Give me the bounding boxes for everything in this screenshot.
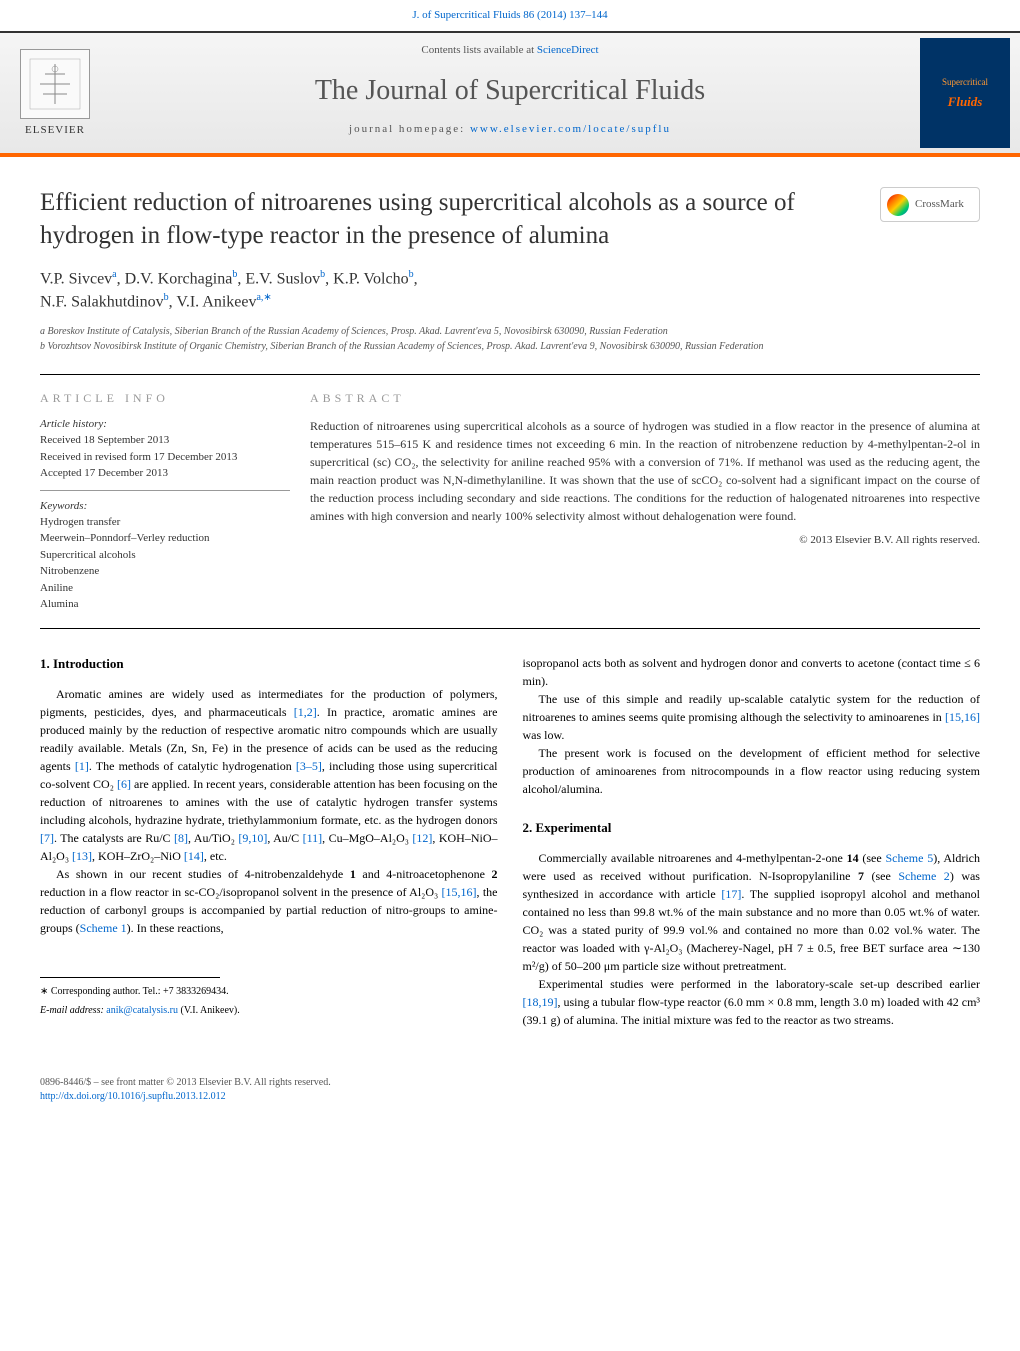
crossmark-label: CrossMark [915, 197, 964, 212]
ref-link[interactable]: [3–5] [296, 759, 322, 773]
intro-paragraph-1: Aromatic amines are widely used as inter… [40, 685, 498, 865]
abstract-block: ABSTRACT Reduction of nitroarenes using … [310, 390, 980, 613]
history-label: Article history: [40, 417, 290, 432]
right-column: isopropanol acts both as solvent and hyd… [523, 654, 981, 1030]
ref-link[interactable]: [14] [184, 849, 204, 863]
ref-link[interactable]: [11] [303, 831, 323, 845]
front-matter: 0896-8446/$ – see front matter © 2013 El… [40, 1076, 980, 1090]
keyword-5: Aniline [40, 580, 290, 597]
keyword-1: Hydrogen transfer [40, 514, 290, 531]
article-header: CrossMark Efficient reduction of nitroar… [0, 157, 1020, 373]
author-4: , K.P. Volcho [325, 271, 408, 288]
article-title: Efficient reduction of nitroarenes using… [40, 187, 980, 252]
journal-cover-thumbnail[interactable]: Supercritical Fluids [920, 38, 1010, 148]
col2-paragraph-2: The use of this simple and readily up-sc… [523, 690, 981, 744]
banner-center: Contents lists available at ScienceDirec… [110, 33, 910, 153]
affiliations: a Boreskov Institute of Catalysis, Siber… [40, 324, 980, 354]
cover-title: Fluids [948, 93, 983, 111]
author-6: , V.I. Anikeev [169, 293, 257, 310]
col2-paragraph-1: isopropanol acts both as solvent and hyd… [523, 654, 981, 690]
page-header-citation[interactable]: J. of Supercritical Fluids 86 (2014) 137… [0, 0, 1020, 31]
ref-link[interactable]: [1] [75, 759, 89, 773]
keyword-2: Meerwein–Ponndorf–Verley reduction [40, 530, 290, 547]
email-link[interactable]: anik@catalysis.ru [106, 1005, 178, 1016]
main-content: 1. Introduction Aromatic amines are wide… [0, 629, 1020, 1055]
ref-link[interactable]: [1,2] [294, 705, 317, 719]
keywords-label: Keywords: [40, 499, 290, 514]
author-5: N.F. Salakhutdinov [40, 293, 164, 310]
exp-paragraph-1: Commercially available nitroarenes and 4… [523, 849, 981, 975]
received-date: Received 18 September 2013 [40, 432, 290, 449]
article-history: Article history: Received 18 September 2… [40, 417, 290, 491]
keyword-6: Alumina [40, 596, 290, 613]
abstract-heading: ABSTRACT [310, 390, 980, 407]
author-2: , D.V. Korchagina [117, 271, 233, 288]
journal-banner: ELSEVIER Contents lists available at Sci… [0, 31, 1020, 157]
email-label: E-mail address: [40, 1005, 106, 1016]
intro-paragraph-2: As shown in our recent studies of 4-nitr… [40, 865, 498, 937]
abstract-copyright: © 2013 Elsevier B.V. All rights reserved… [310, 533, 980, 548]
email-line: E-mail address: anik@catalysis.ru (V.I. … [40, 1003, 498, 1018]
ref-link[interactable]: [6] [117, 777, 131, 791]
crossmark-badge[interactable]: CrossMark [880, 187, 980, 222]
contents-line: Contents lists available at ScienceDirec… [110, 43, 910, 58]
page-footer: 0896-8446/$ – see front matter © 2013 El… [0, 1054, 1020, 1124]
ref-link[interactable]: [15,16] [442, 885, 477, 899]
footer-divider [40, 977, 220, 978]
article-info-heading: ARTICLE INFO [40, 390, 290, 407]
left-column: 1. Introduction Aromatic amines are wide… [40, 654, 498, 1030]
contents-text: Contents lists available at [421, 44, 536, 56]
abstract-text: Reduction of nitroarenes using supercrit… [310, 417, 980, 525]
ref-link[interactable]: [13] [72, 849, 92, 863]
homepage-link[interactable]: www.elsevier.com/locate/supflu [470, 123, 671, 135]
keyword-3: Supercritical alcohols [40, 547, 290, 564]
experimental-heading: 2. Experimental [523, 818, 981, 838]
ref-link[interactable]: [15,16] [945, 710, 980, 724]
accepted-date: Accepted 17 December 2013 [40, 465, 290, 482]
exp-paragraph-2: Experimental studies were performed in t… [523, 975, 981, 1029]
ref-link[interactable]: [8] [174, 831, 188, 845]
corresponding-author: ∗ Corresponding author. Tel.: +7 3833269… [40, 984, 498, 999]
author-3: , E.V. Suslov [237, 271, 320, 288]
authors: V.P. Sivceva, D.V. Korchaginab, E.V. Sus… [40, 268, 980, 313]
publisher-logo[interactable]: ELSEVIER [0, 33, 110, 153]
ref-link[interactable]: [18,19] [523, 995, 558, 1009]
col2-paragraph-3: The present work is focused on the devel… [523, 744, 981, 798]
doi-link[interactable]: http://dx.doi.org/10.1016/j.supflu.2013.… [40, 1091, 226, 1102]
cover-subtitle: Supercritical [942, 76, 988, 89]
homepage-label: journal homepage: [349, 123, 470, 135]
scheme-link[interactable]: Scheme 5 [885, 851, 933, 865]
publisher-name: ELSEVIER [25, 123, 85, 138]
article-info-left: ARTICLE INFO Article history: Received 1… [40, 390, 310, 613]
elsevier-tree-icon [20, 49, 90, 119]
ref-link[interactable]: [9,10] [238, 831, 267, 845]
scheme-link[interactable]: Scheme 1 [80, 921, 127, 935]
article-info-section: ARTICLE INFO Article history: Received 1… [40, 374, 980, 629]
scheme-link[interactable]: Scheme 2 [898, 869, 950, 883]
affiliation-a: a Boreskov Institute of Catalysis, Siber… [40, 324, 980, 339]
sciencedirect-link[interactable]: ScienceDirect [537, 44, 599, 56]
journal-title: The Journal of Supercritical Fluids [110, 71, 910, 110]
affiliation-b: b Vorozhtsov Novosibirsk Institute of Or… [40, 339, 980, 354]
keyword-4: Nitrobenzene [40, 563, 290, 580]
revised-date: Received in revised form 17 December 201… [40, 449, 290, 466]
crossmark-icon [887, 194, 909, 216]
keywords-block: Keywords: Hydrogen transfer Meerwein–Pon… [40, 499, 290, 613]
ref-link[interactable]: [7] [40, 831, 54, 845]
copyright-footer: 0896-8446/$ – see front matter © 2013 El… [40, 1076, 980, 1104]
ref-link[interactable]: [17] [721, 887, 741, 901]
author-6-affil[interactable]: a,∗ [256, 292, 271, 303]
email-author: (V.I. Anikeev). [178, 1005, 240, 1016]
journal-homepage: journal homepage: www.elsevier.com/locat… [110, 122, 910, 137]
introduction-heading: 1. Introduction [40, 654, 498, 674]
author-1: V.P. Sivcev [40, 271, 112, 288]
ref-link[interactable]: [12] [412, 831, 432, 845]
